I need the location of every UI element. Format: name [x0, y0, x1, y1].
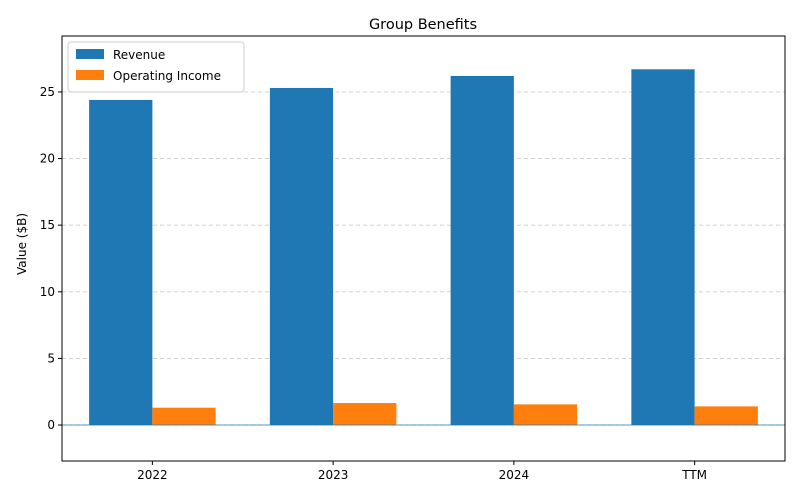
y-tick-label-4: 20: [40, 152, 55, 166]
bar-1-2024: [513, 404, 578, 426]
bar-0-TTM: [631, 69, 695, 426]
chart-title: Group Benefits: [369, 17, 477, 33]
legend-label-1: Operating Income: [113, 69, 221, 83]
bar-0-2023: [269, 87, 334, 426]
bar-0-2024: [450, 75, 514, 426]
y-tick-label-2: 10: [40, 285, 55, 299]
y-axis-label: Value ($B): [15, 213, 29, 275]
bar-1-2023: [333, 403, 397, 426]
bar-1-TTM: [694, 406, 758, 426]
x-tick-label-3: TTM: [681, 468, 707, 482]
legend-swatch-1: [76, 70, 104, 80]
legend: Revenue Operating Income: [67, 41, 245, 93]
x-tick-label-0: 2022: [137, 468, 168, 482]
bar-0-2022: [89, 99, 153, 426]
x-axis-ticks: 2022 2023 2024 TTM: [137, 461, 707, 482]
bar-1-2022: [152, 407, 216, 426]
y-tick-label-3: 15: [40, 218, 55, 232]
x-tick-label-1: 2023: [318, 468, 349, 482]
y-axis-ticks: 0 5 10 15 20 25: [40, 85, 62, 432]
x-tick-label-2: 2024: [499, 468, 530, 482]
legend-box: [67, 41, 245, 93]
plot-frame: [61, 35, 786, 462]
legend-swatch-0: [76, 49, 104, 59]
legend-label-0: Revenue: [113, 48, 165, 62]
y-tick-label-5: 25: [40, 85, 55, 99]
y-tick-label-1: 5: [47, 351, 55, 365]
bars: [89, 69, 758, 426]
y-tick-label-0: 0: [47, 418, 55, 432]
